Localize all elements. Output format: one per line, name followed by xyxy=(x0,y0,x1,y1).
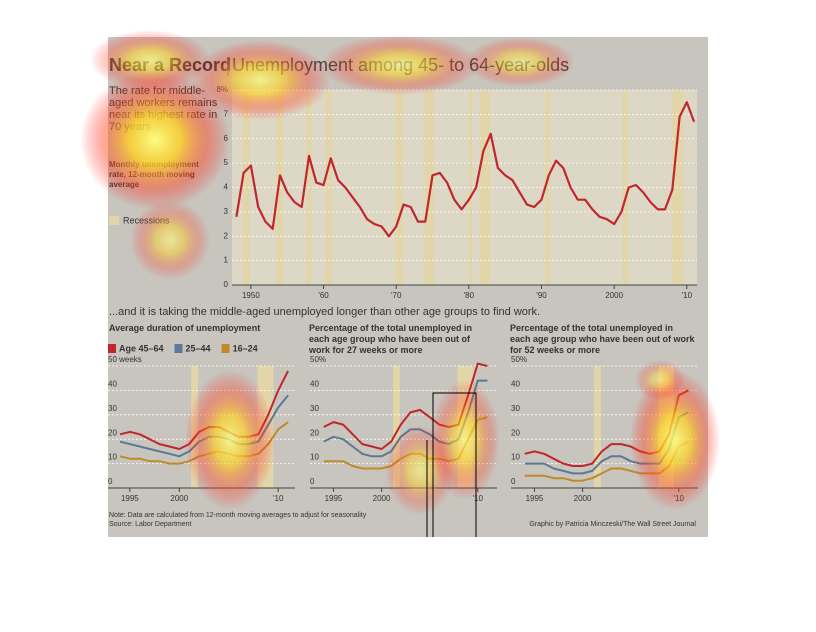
y-tick-label: 50% xyxy=(310,355,326,364)
recession-band xyxy=(257,366,274,488)
y-tick-label: 10 xyxy=(108,453,117,462)
title: Near a Record xyxy=(109,55,231,75)
x-tick-label: '70 xyxy=(391,291,402,300)
y-tick-label: 20 xyxy=(310,428,319,437)
small-chart-title: Average duration of unemployment xyxy=(109,323,261,333)
legend-swatch xyxy=(221,344,230,353)
series-line xyxy=(235,101,696,238)
measure-note: Monthly unemployment rate, 12-month movi… xyxy=(109,160,199,189)
x-tick-label: '10 xyxy=(674,494,685,503)
y-tick-label: 30 xyxy=(310,404,319,413)
subtitle: Unemployment among 45- to 64-year-olds xyxy=(232,55,569,75)
x-tick-label: '10 xyxy=(273,494,284,503)
y-tick-label: 3 xyxy=(224,207,229,216)
x-tick-label: '10 xyxy=(473,494,484,503)
y-tick-label: 0 xyxy=(310,477,315,486)
recession-band xyxy=(468,90,473,285)
y-tick-label: 5 xyxy=(224,158,229,167)
y-tick-label: 20 xyxy=(511,428,520,437)
legend-swatch xyxy=(108,344,116,353)
y-tick-label: 30 xyxy=(108,404,117,413)
recession-band xyxy=(395,90,403,285)
y-tick-label: 0 xyxy=(108,477,113,486)
x-tick-label: '10 xyxy=(682,291,693,300)
legend-label: 16–24 xyxy=(233,343,258,353)
footer-source: Source: Labor Department xyxy=(109,521,192,528)
small-chart-title: Percentage of the total unemployed in ea… xyxy=(510,323,695,355)
y-tick-label: 0 xyxy=(224,280,229,289)
footer-credit: Graphic by Patricia Minczeski/The Wall S… xyxy=(529,521,696,528)
x-tick-label: '80 xyxy=(464,291,475,300)
x-tick-label: '90 xyxy=(536,291,547,300)
legend-swatch xyxy=(174,344,183,353)
y-tick-label: 20 xyxy=(108,428,117,437)
y-tick-label: 10 xyxy=(511,453,520,462)
recession-band xyxy=(594,366,601,488)
recession-band xyxy=(242,90,250,285)
y-tick-label: 40 xyxy=(108,380,117,389)
footer-note: Note: Data are calculated from 12-month … xyxy=(109,512,367,519)
x-tick-label: 1995 xyxy=(325,494,343,503)
y-tick-label: 6 xyxy=(224,134,229,143)
x-tick-label: 2000 xyxy=(373,494,391,503)
x-tick-label: 1950 xyxy=(242,291,260,300)
recession-band xyxy=(545,90,551,285)
recession-band xyxy=(191,366,199,488)
y-tick-label: 2 xyxy=(224,231,229,240)
x-tick-label: 2000 xyxy=(574,494,592,503)
x-tick-label: 1995 xyxy=(121,494,139,503)
y-tick-label: 0 xyxy=(511,477,516,486)
recession-legend-label: Recessions xyxy=(123,215,170,225)
y-tick-label: 50 weeks xyxy=(108,355,142,364)
small-chart-title: Percentage of the total unemployed in ea… xyxy=(309,323,473,355)
y-tick-label: 7 xyxy=(224,109,229,118)
y-tick-label: 40 xyxy=(310,380,319,389)
y-tick-label: 30 xyxy=(511,404,520,413)
y-tick-label: 50% xyxy=(511,355,527,364)
legend-label: Age 45–64 xyxy=(119,343,164,353)
y-tick-label: 40 xyxy=(511,380,520,389)
y-tick-label: 10 xyxy=(310,453,319,462)
y-tick-label: 4 xyxy=(224,183,229,192)
x-tick-label: 1995 xyxy=(526,494,544,503)
blurb: The rate for middle-aged workers remains… xyxy=(109,85,218,133)
x-tick-label: 2000 xyxy=(170,494,188,503)
legend-label: 25–44 xyxy=(186,343,211,353)
recession-band xyxy=(276,90,283,285)
x-tick-label: '60 xyxy=(318,291,329,300)
y-tick-label: 1 xyxy=(224,256,229,265)
section-heading: ...and it is taking the middle-aged unem… xyxy=(109,306,540,318)
x-tick-label: 2000 xyxy=(605,291,623,300)
recession-legend-swatch xyxy=(109,216,119,225)
